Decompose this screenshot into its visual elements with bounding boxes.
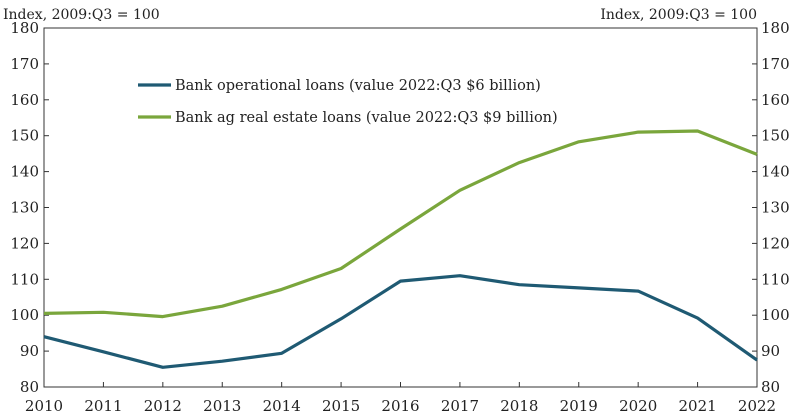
- x-tick-label: 2019: [560, 397, 598, 415]
- x-tick-label: 2020: [619, 397, 657, 415]
- y-axis-label-right: Index, 2009:Q3 = 100: [600, 7, 757, 23]
- y-tick-label-left: 150: [10, 127, 39, 145]
- x-tick-label: 2017: [441, 397, 479, 415]
- y-tick-label-left: 80: [20, 378, 39, 396]
- y-tick-label-right: 180: [761, 19, 790, 37]
- y-tick-label-right: 110: [761, 270, 790, 288]
- y-tick-label-left: 120: [10, 234, 39, 252]
- series-line-operational-loans: [43, 274, 758, 369]
- y-tick-label-left: 140: [10, 163, 39, 181]
- y-tick-label-left: 100: [10, 306, 39, 324]
- legend: Bank operational loans (value 2022:Q3 $6…: [138, 78, 558, 126]
- y-tick-label-right: 140: [761, 163, 790, 181]
- x-tick-label: 2014: [263, 397, 301, 415]
- series-line-real-estate-loans: [43, 129, 758, 319]
- y-tick-label-right: 130: [761, 199, 790, 217]
- y-tick-label-right: 80: [761, 378, 780, 396]
- series-lines: [43, 129, 758, 369]
- y-tick-label-right: 90: [761, 342, 780, 360]
- x-tick-label: 2011: [84, 397, 122, 415]
- y-tick-label-left: 180: [10, 19, 39, 37]
- y-tick-label-left: 110: [10, 270, 39, 288]
- x-tick-label: 2016: [381, 397, 419, 415]
- x-tick-label: 2010: [25, 397, 63, 415]
- y-tick-label-left: 130: [10, 199, 39, 217]
- x-tick-label: 2021: [678, 397, 716, 415]
- y-axis-label-left: Index, 2009:Q3 = 100: [3, 7, 160, 23]
- y-tick-label-right: 120: [761, 234, 790, 252]
- y-tick-label-right: 160: [761, 91, 790, 109]
- y-tick-label-right: 100: [761, 306, 790, 324]
- y-tick-label-right: 150: [761, 127, 790, 145]
- x-tick-label: 2022: [738, 397, 776, 415]
- y-tick-label-left: 90: [20, 342, 39, 360]
- legend-label: Bank ag real estate loans (value 2022:Q3…: [175, 110, 558, 126]
- axis-ticks: 80 80 90 90 100 100 110 110 120 120 130 130 140 140 15…: [10, 19, 789, 415]
- y-tick-label-left: 170: [10, 55, 39, 73]
- legend-label: Bank operational loans (value 2022:Q3 $6…: [175, 78, 541, 94]
- y-tick-label-left: 160: [10, 91, 39, 109]
- x-tick-label: 2012: [144, 397, 182, 415]
- x-tick-label: 2013: [203, 397, 241, 415]
- x-tick-label: 2018: [500, 397, 538, 415]
- x-tick-label: 2015: [322, 397, 360, 415]
- y-tick-label-right: 170: [761, 55, 790, 73]
